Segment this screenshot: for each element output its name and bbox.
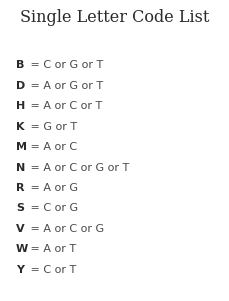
Text: D: D [16, 81, 25, 91]
Text: = A or G: = A or G [27, 183, 78, 193]
Text: = G or T: = G or T [27, 122, 77, 132]
Text: = A or C: = A or C [27, 142, 77, 152]
Text: = A or C or G or T: = A or C or G or T [27, 163, 129, 172]
Text: Single Letter Code List: Single Letter Code List [20, 9, 209, 26]
Text: M: M [16, 142, 27, 152]
Text: K: K [16, 122, 25, 132]
Text: = A or C or G: = A or C or G [27, 224, 104, 234]
Text: B: B [16, 60, 25, 70]
Text: H: H [16, 101, 25, 111]
Text: = A or G or T: = A or G or T [27, 81, 103, 91]
Text: W: W [16, 244, 28, 254]
Text: S: S [16, 203, 24, 213]
Text: V: V [16, 224, 25, 234]
Text: = C or T: = C or T [27, 265, 76, 275]
Text: R: R [16, 183, 25, 193]
Text: N: N [16, 163, 25, 172]
Text: = C or G or T: = C or G or T [27, 60, 103, 70]
Text: = A or T: = A or T [27, 244, 76, 254]
Text: = C or G: = C or G [27, 203, 78, 213]
Text: Y: Y [16, 265, 24, 275]
Text: = A or C or T: = A or C or T [27, 101, 102, 111]
